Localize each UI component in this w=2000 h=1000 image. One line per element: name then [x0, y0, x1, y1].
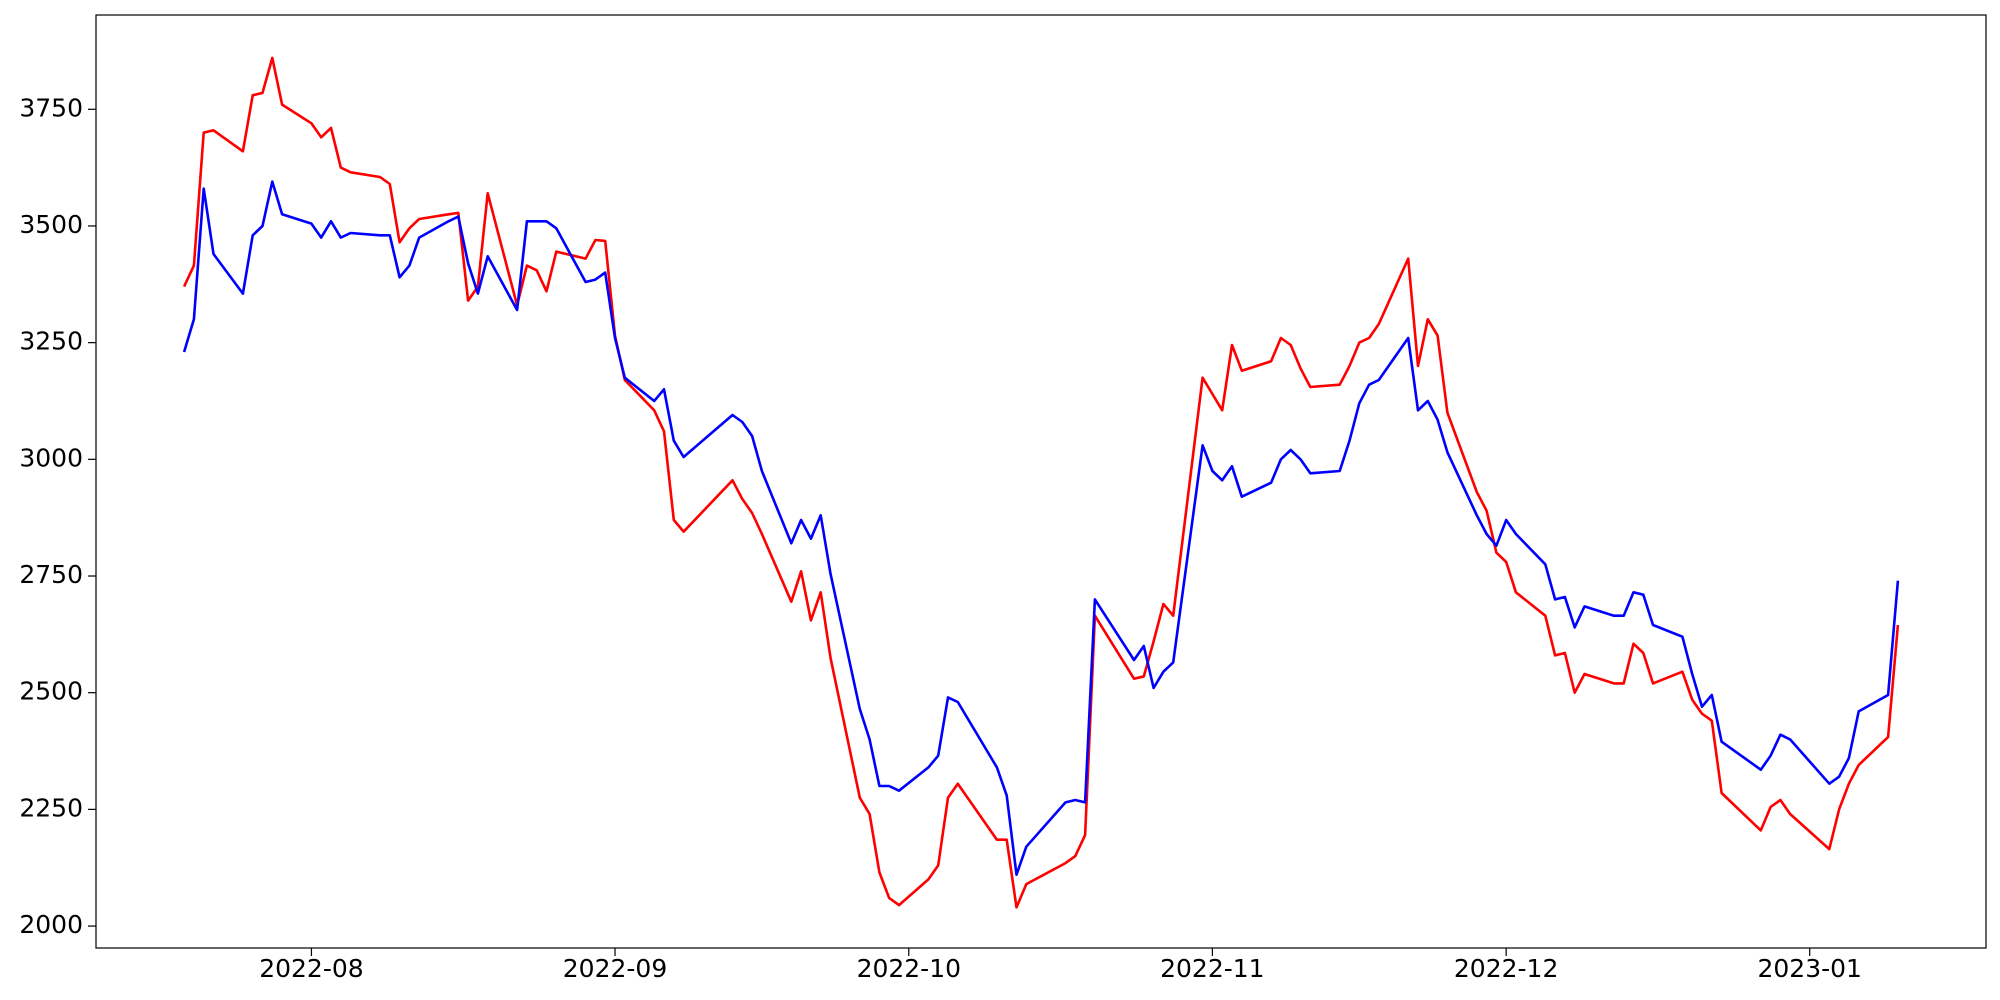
line-series: [182, 56, 1900, 909]
y-tick-label: 2500: [19, 677, 83, 706]
x-tick-label: 2022-09: [563, 954, 667, 983]
y-tick-label: 3000: [19, 443, 83, 472]
y-tick-label: 3250: [19, 327, 83, 356]
x-tick-label: 2022-08: [259, 954, 363, 983]
x-tick-label: 2022-12: [1454, 954, 1558, 983]
y-tick-label: 2750: [19, 560, 83, 589]
y-tick-label: 3750: [19, 93, 83, 122]
x-tick-label: 2022-10: [857, 954, 961, 983]
y-tick-label: 2000: [19, 910, 83, 939]
x-tick-label: 2023-01: [1757, 954, 1861, 983]
y-tick-label: 3500: [19, 210, 83, 239]
plot-frame: [95, 14, 1987, 949]
x-tick-label: 2022-11: [1160, 954, 1264, 983]
y-tick-label: 2250: [19, 793, 83, 822]
line-series: [182, 180, 1900, 876]
